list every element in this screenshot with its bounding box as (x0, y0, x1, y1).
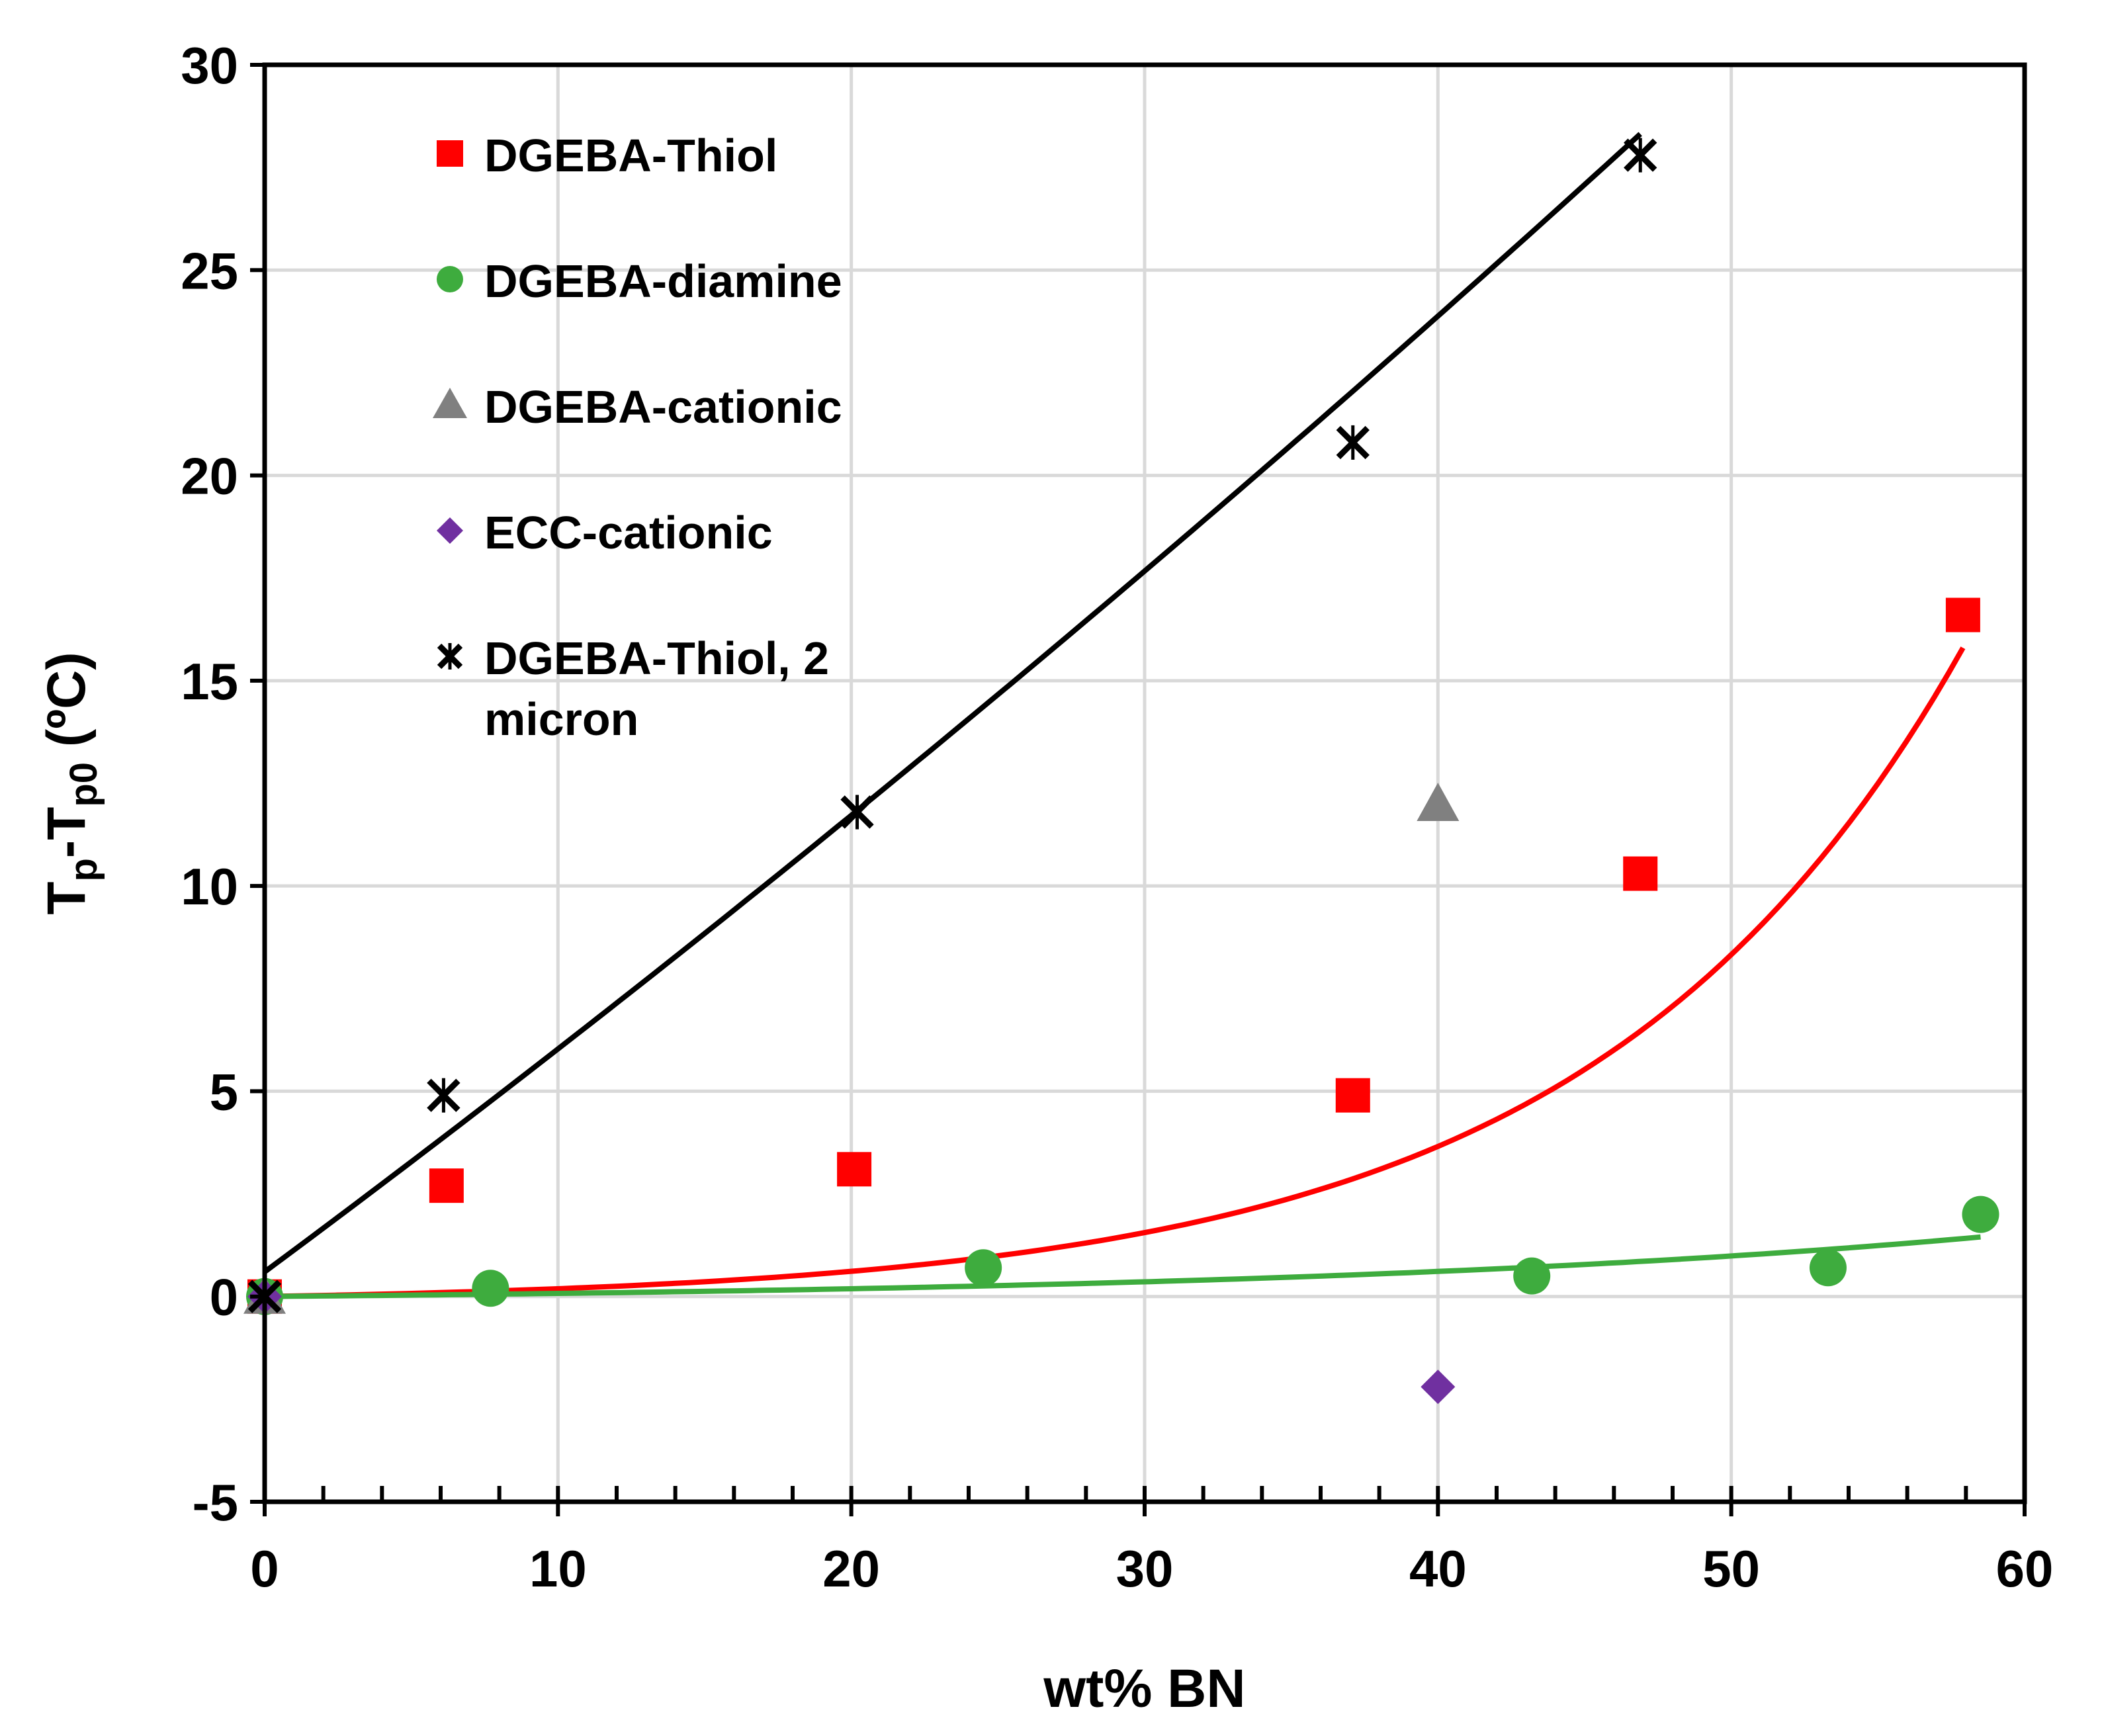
y-tick-label: 30 (181, 36, 238, 95)
legend-label: ECC-cationic (484, 507, 773, 558)
point-square (837, 1152, 872, 1187)
y-tick-label: 25 (181, 241, 238, 300)
point-diamond (1421, 1369, 1456, 1405)
y-tick-label: 20 (181, 447, 238, 505)
point-square (1945, 597, 1980, 632)
y-tick-label: 5 (210, 1063, 238, 1121)
x-tick-label: 20 (822, 1540, 880, 1598)
point-circle (472, 1270, 509, 1307)
legend-marker-triangle (433, 388, 467, 418)
x-tick-label: 60 (1996, 1540, 2054, 1598)
legend-marker-star (437, 643, 463, 670)
x-tick-label: 30 (1116, 1540, 1174, 1598)
fit-curve-4 (263, 132, 1642, 1274)
x-axis-label: wt% BN (1043, 1659, 1245, 1719)
point-star (1624, 138, 1657, 173)
y-label-sub2: p0 (62, 762, 105, 807)
point-circle (1962, 1195, 1999, 1233)
y-label-sub1: p (62, 858, 105, 881)
x-tick-label: 50 (1702, 1540, 1760, 1598)
legend: DGEBA-Thiol DGEBA-diamine DGEBA-cationic EC… (433, 130, 842, 745)
legend-label: DGEBA-Thiol, 2 (484, 632, 829, 684)
y-tick-label: -5 (193, 1473, 238, 1532)
legend-label: micron (484, 693, 638, 745)
point-circle (1809, 1249, 1847, 1287)
y-label-main: T (36, 882, 97, 915)
data-points (243, 138, 1999, 1405)
legend-label: DGEBA-Thiol (484, 130, 777, 181)
y-axis-label: Tp-Tp0 (ºC) (36, 652, 105, 914)
point-square (429, 1168, 464, 1203)
point-square (1623, 856, 1658, 891)
point-circle (965, 1249, 1002, 1287)
y-label-mid: -T (36, 807, 97, 858)
x-tick-label: 40 (1409, 1540, 1467, 1598)
x-tick-label: 0 (250, 1540, 279, 1598)
legend-label: DGEBA-cationic (484, 381, 842, 433)
grid (265, 65, 2025, 1502)
x-tick-label: 10 (529, 1540, 587, 1598)
fit-curve-1 (264, 1234, 1981, 1299)
legend-marker-circle (437, 266, 463, 292)
point-square (1335, 1078, 1370, 1113)
point-star (1336, 425, 1370, 460)
point-star (840, 795, 874, 830)
legend-marker-square (437, 140, 463, 167)
legend-label: DGEBA-diamine (484, 255, 842, 307)
point-triangle (1417, 783, 1460, 822)
fit-curve-0 (264, 646, 1966, 1299)
y-tick-label: 15 (181, 652, 238, 711)
y-tick-label: 10 (181, 857, 238, 916)
point-circle (1513, 1257, 1551, 1295)
y-tick-label: 0 (210, 1268, 238, 1326)
fit-curves (263, 132, 1981, 1299)
point-star (427, 1078, 460, 1113)
y-label-unit: (ºC) (36, 652, 97, 762)
legend-marker-diamond (437, 517, 463, 544)
